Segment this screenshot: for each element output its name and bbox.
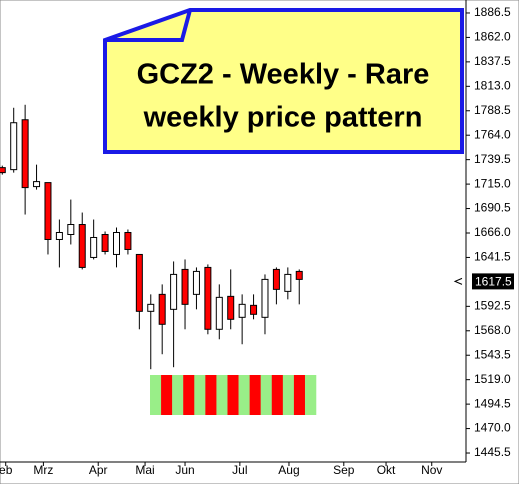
candle-body [55,231,63,240]
pattern-stripe [216,375,228,415]
y-tick-label: 1715.0 [474,176,511,190]
pattern-stripe [260,375,272,415]
candle-body [204,266,212,330]
candle-body [44,182,52,240]
x-tick-label: Mai [135,463,154,477]
y-tick-label: 1837.5 [474,54,511,68]
candle-body [295,270,303,280]
pattern-stripe [238,375,250,415]
y-tick-label: 1862.0 [474,30,511,44]
candle-body [215,296,223,330]
y-tick-label: 1519.0 [474,372,511,386]
y-tick-label: 1445.5 [474,445,511,459]
candle-body [227,295,235,320]
y-tick-label: 1592.5 [474,299,511,313]
y-tick-label: 1568.0 [474,323,511,337]
x-tick-label: Mrz [33,463,53,477]
candle-body [284,273,292,292]
y-tick-label: 1813.0 [474,78,511,92]
pattern-stripe [304,375,317,415]
pattern-stripe [194,375,206,415]
candle-body [90,236,98,258]
annotation-fold [105,9,192,42]
candle-body [192,270,200,295]
last-price-arrow [453,277,463,285]
candle-body [21,119,29,189]
x-tick-label: eb [0,463,13,477]
plot [0,104,303,370]
y-tick-label: 1543.5 [474,347,511,361]
pattern-stripe [150,375,162,415]
candle-body [181,268,189,305]
candle-body [147,303,155,312]
candle-body [10,122,18,171]
candle-body [238,303,246,318]
pattern-stripe [271,375,284,415]
pattern-bar [150,375,317,415]
y-tick-label: 1788.5 [474,103,511,117]
annotation-line: GCZ2 - Weekly - Rare [137,59,430,91]
x-tick-label: Okt [377,463,396,477]
y-tick-label: 1739.5 [474,152,511,166]
y-tick-label: 1641.5 [474,250,511,264]
last-price-label: 1617.5 [475,275,512,289]
candle-body [124,231,132,250]
x-tick-label: Sep [333,463,355,477]
pattern-stripe [161,375,173,415]
pattern-stripe [205,375,217,415]
pattern-stripe [183,375,195,415]
candle-body [78,224,86,268]
pattern-stripe [227,375,239,415]
candle-body [101,233,109,252]
annotation-box [103,8,464,154]
x-tick-label: Aug [278,463,299,477]
pattern-stripe [249,375,261,415]
candle-body [33,181,41,188]
candle-body [250,304,258,315]
x-tick-label: Apr [89,463,108,477]
candle-body [0,167,6,174]
y-tick-label: 1494.5 [474,396,511,410]
y-tick-label: 1886.5 [474,5,511,19]
y-tick-label: 1690.5 [474,201,511,215]
candle-body [261,278,269,318]
candle-body [272,268,280,290]
last-price-box [472,273,514,290]
candle-body [113,231,120,255]
x-tick-label: Jun [175,463,194,477]
annotation-line: weekly price pattern [143,102,423,134]
candle-body [158,293,166,325]
y-tick-label: 1470.0 [474,421,511,435]
pattern-stripe [293,375,306,415]
x-tick-label: Nov [421,463,442,477]
candle-body [135,253,143,312]
pattern-stripe [282,375,295,415]
y-tick-label: 1764.0 [474,127,511,141]
y-tick-label: 1666.0 [474,225,511,239]
candle-body [67,224,75,235]
pattern-stripe [172,375,184,415]
candle-body [170,273,178,310]
x-tick-label: Jul [232,463,247,477]
